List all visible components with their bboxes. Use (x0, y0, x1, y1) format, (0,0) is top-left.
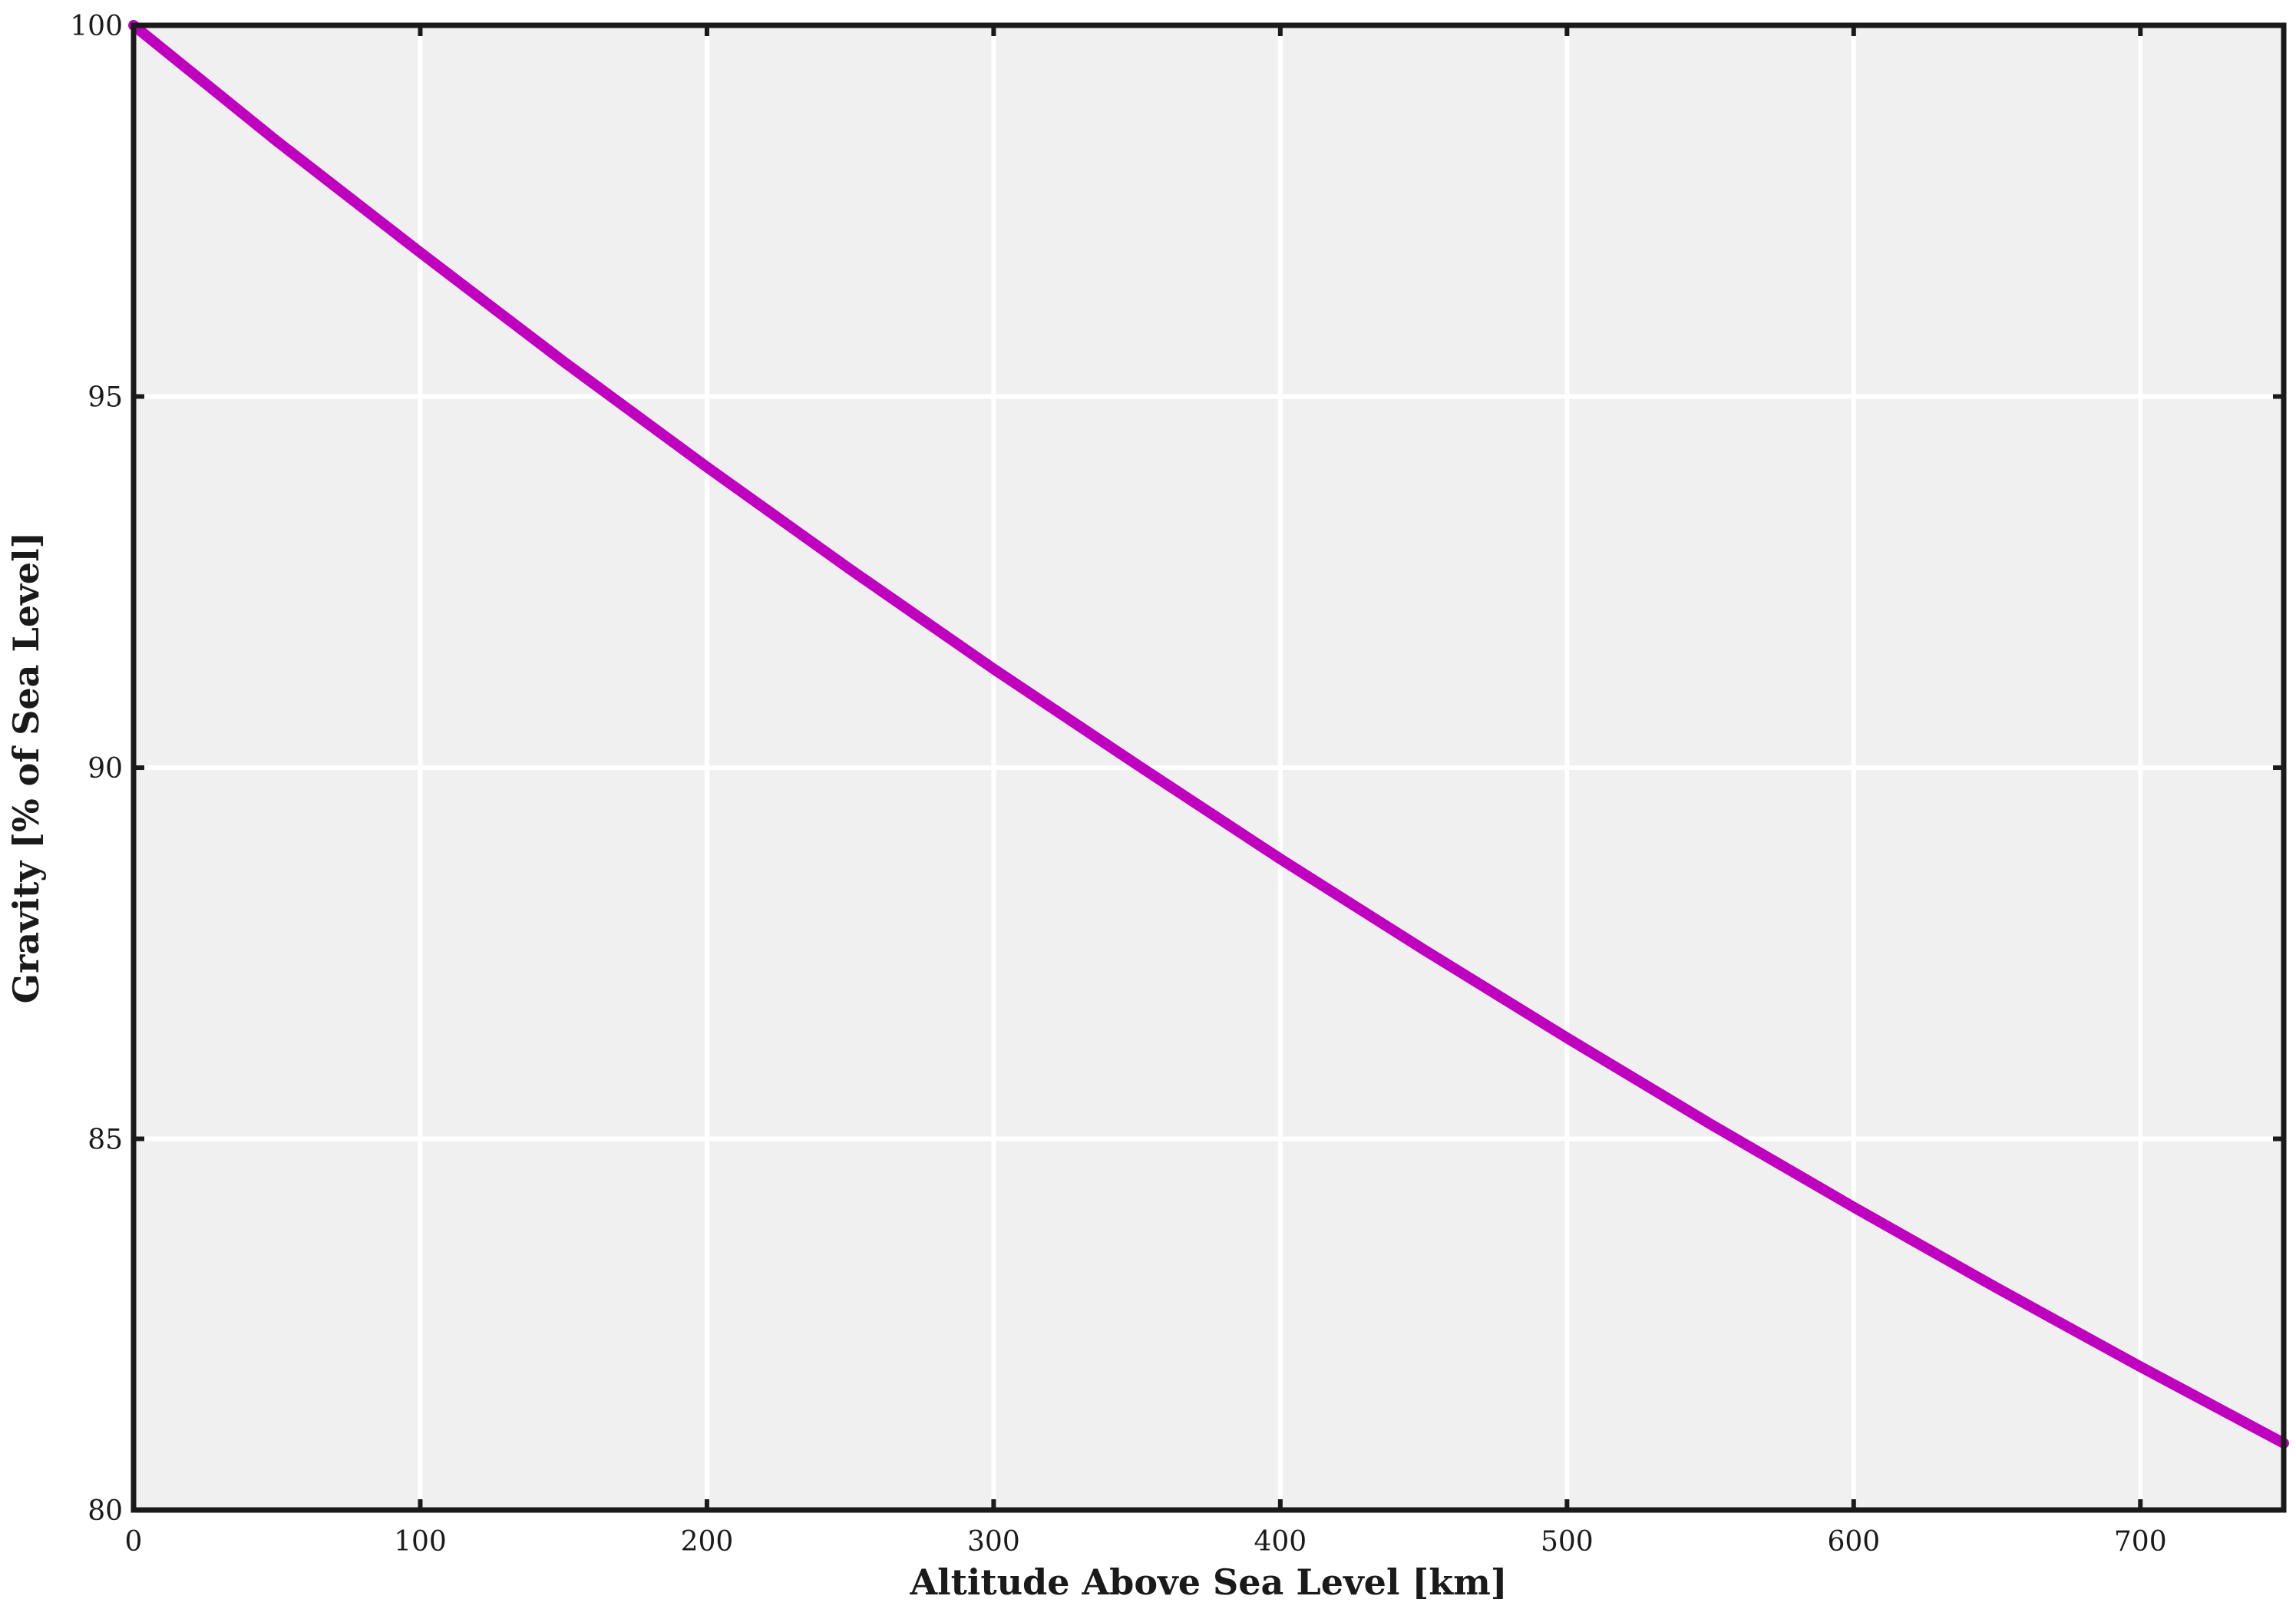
x-tick-label: 700 (2114, 1526, 2167, 1558)
x-tick-label: 400 (1254, 1526, 1307, 1558)
y-tick-label: 100 (70, 11, 123, 42)
x-tick-label: 200 (681, 1526, 734, 1558)
y-tick-label: 95 (88, 382, 123, 414)
series-layer (128, 20, 2289, 1449)
x-tick-label: 100 (394, 1526, 447, 1558)
x-axis-title: Altitude Above Sea Level [km] (909, 1561, 1507, 1603)
series-line-gravity (128, 20, 2289, 1449)
x-tick-label: 300 (967, 1526, 1020, 1558)
tick-marks (131, 23, 2284, 1512)
y-axis-title: Gravity [% of Sea Level] (5, 532, 47, 1004)
y-tick-labels: 80 85 90 95 100 (70, 11, 123, 1527)
x-tick-label: 600 (1827, 1526, 1880, 1558)
y-tick-label: 85 (88, 1125, 123, 1156)
x-tick-label: 500 (1541, 1526, 1594, 1558)
x-tick-labels: 0 100 200 300 400 500 600 700 (125, 1526, 2167, 1558)
y-tick-label: 80 (88, 1495, 123, 1527)
y-tick-label: 90 (88, 753, 123, 785)
x-tick-label: 0 (125, 1526, 143, 1558)
grid-lines (134, 25, 2284, 1510)
